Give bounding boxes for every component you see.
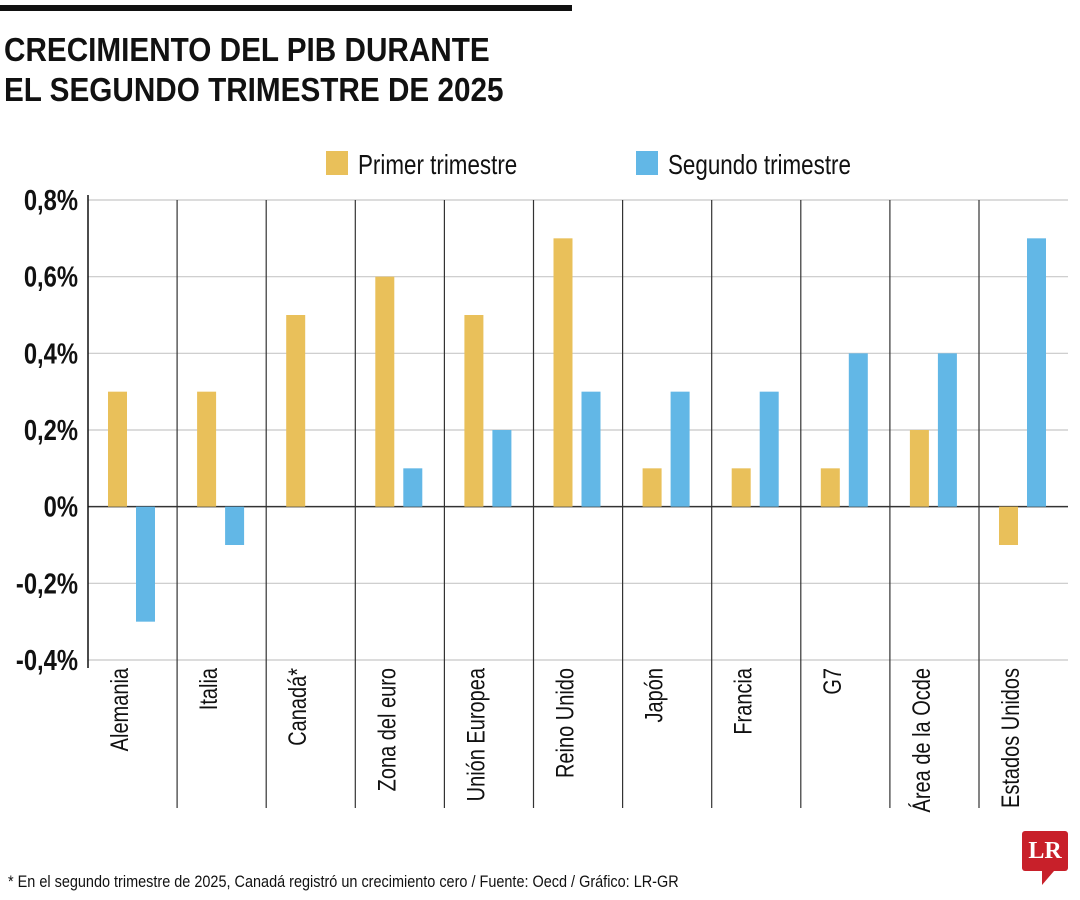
title-line: EL SEGUNDO TRIMESTRE DE 2025 bbox=[4, 71, 504, 108]
bar-primer-trimestre bbox=[999, 506, 1018, 545]
bar-segundo-trimestre bbox=[492, 430, 512, 507]
lr-logo: LR bbox=[1022, 831, 1068, 885]
y-tick-label: 0,2% bbox=[24, 414, 78, 447]
category-label: Estados Unidos bbox=[997, 668, 1025, 808]
legend-swatch bbox=[636, 151, 658, 175]
category-label: Zona del euro bbox=[373, 668, 401, 791]
bar-segundo-trimestre bbox=[937, 353, 957, 507]
y-tick-label: 0% bbox=[44, 490, 78, 523]
bar-primer-trimestre bbox=[731, 468, 751, 507]
title-line: CRECIMIENTO DEL PIB DURANTE bbox=[4, 31, 490, 68]
category-label: G7 bbox=[819, 668, 847, 695]
bar-segundo-trimestre bbox=[1027, 238, 1046, 507]
category-label: Alemania bbox=[106, 668, 134, 752]
bar-segundo-trimestre bbox=[403, 468, 423, 507]
bar-segundo-trimestre bbox=[225, 506, 245, 545]
bar-primer-trimestre bbox=[820, 468, 840, 507]
category-label: Japón bbox=[641, 668, 669, 722]
category-label: Francia bbox=[730, 668, 758, 735]
category-label: Área de la Ocde bbox=[908, 668, 936, 812]
bar-primer-trimestre bbox=[909, 430, 929, 507]
bar-segundo-trimestre bbox=[581, 391, 601, 507]
bar-segundo-trimestre bbox=[848, 353, 868, 507]
chart-title: CRECIMIENTO DEL PIB DURANTE EL SEGUNDO T… bbox=[4, 30, 504, 110]
legend-swatch bbox=[326, 151, 348, 175]
category-label: Unión Europea bbox=[462, 668, 490, 802]
y-tick-label: -0,4% bbox=[16, 644, 78, 677]
title-bar-accent bbox=[0, 5, 572, 11]
y-tick-label: 0,4% bbox=[24, 337, 78, 370]
bar-segundo-trimestre bbox=[670, 391, 690, 507]
y-tick-label: -0,2% bbox=[16, 567, 78, 600]
category-label: Canadá* bbox=[284, 668, 312, 746]
y-tick-label: 0,6% bbox=[24, 260, 78, 293]
category-label: Reino Unido bbox=[551, 668, 579, 778]
y-tick-label: 0,8% bbox=[24, 184, 78, 217]
legend-label: Primer trimestre bbox=[358, 150, 517, 181]
bar-primer-trimestre bbox=[286, 315, 306, 507]
bar-primer-trimestre bbox=[553, 238, 573, 507]
bar-segundo-trimestre bbox=[136, 506, 155, 622]
legend-label: Segundo trimestre bbox=[668, 150, 851, 181]
footnote: * En el segundo trimestre de 2025, Canad… bbox=[8, 872, 679, 891]
bar-primer-trimestre bbox=[197, 391, 217, 507]
bar-primer-trimestre bbox=[642, 468, 662, 507]
category-label: Italia bbox=[195, 668, 223, 711]
bar-primer-trimestre bbox=[464, 315, 484, 507]
bar-primer-trimestre bbox=[375, 276, 395, 507]
bar-primer-trimestre bbox=[108, 391, 127, 507]
bar-segundo-trimestre bbox=[759, 391, 779, 507]
